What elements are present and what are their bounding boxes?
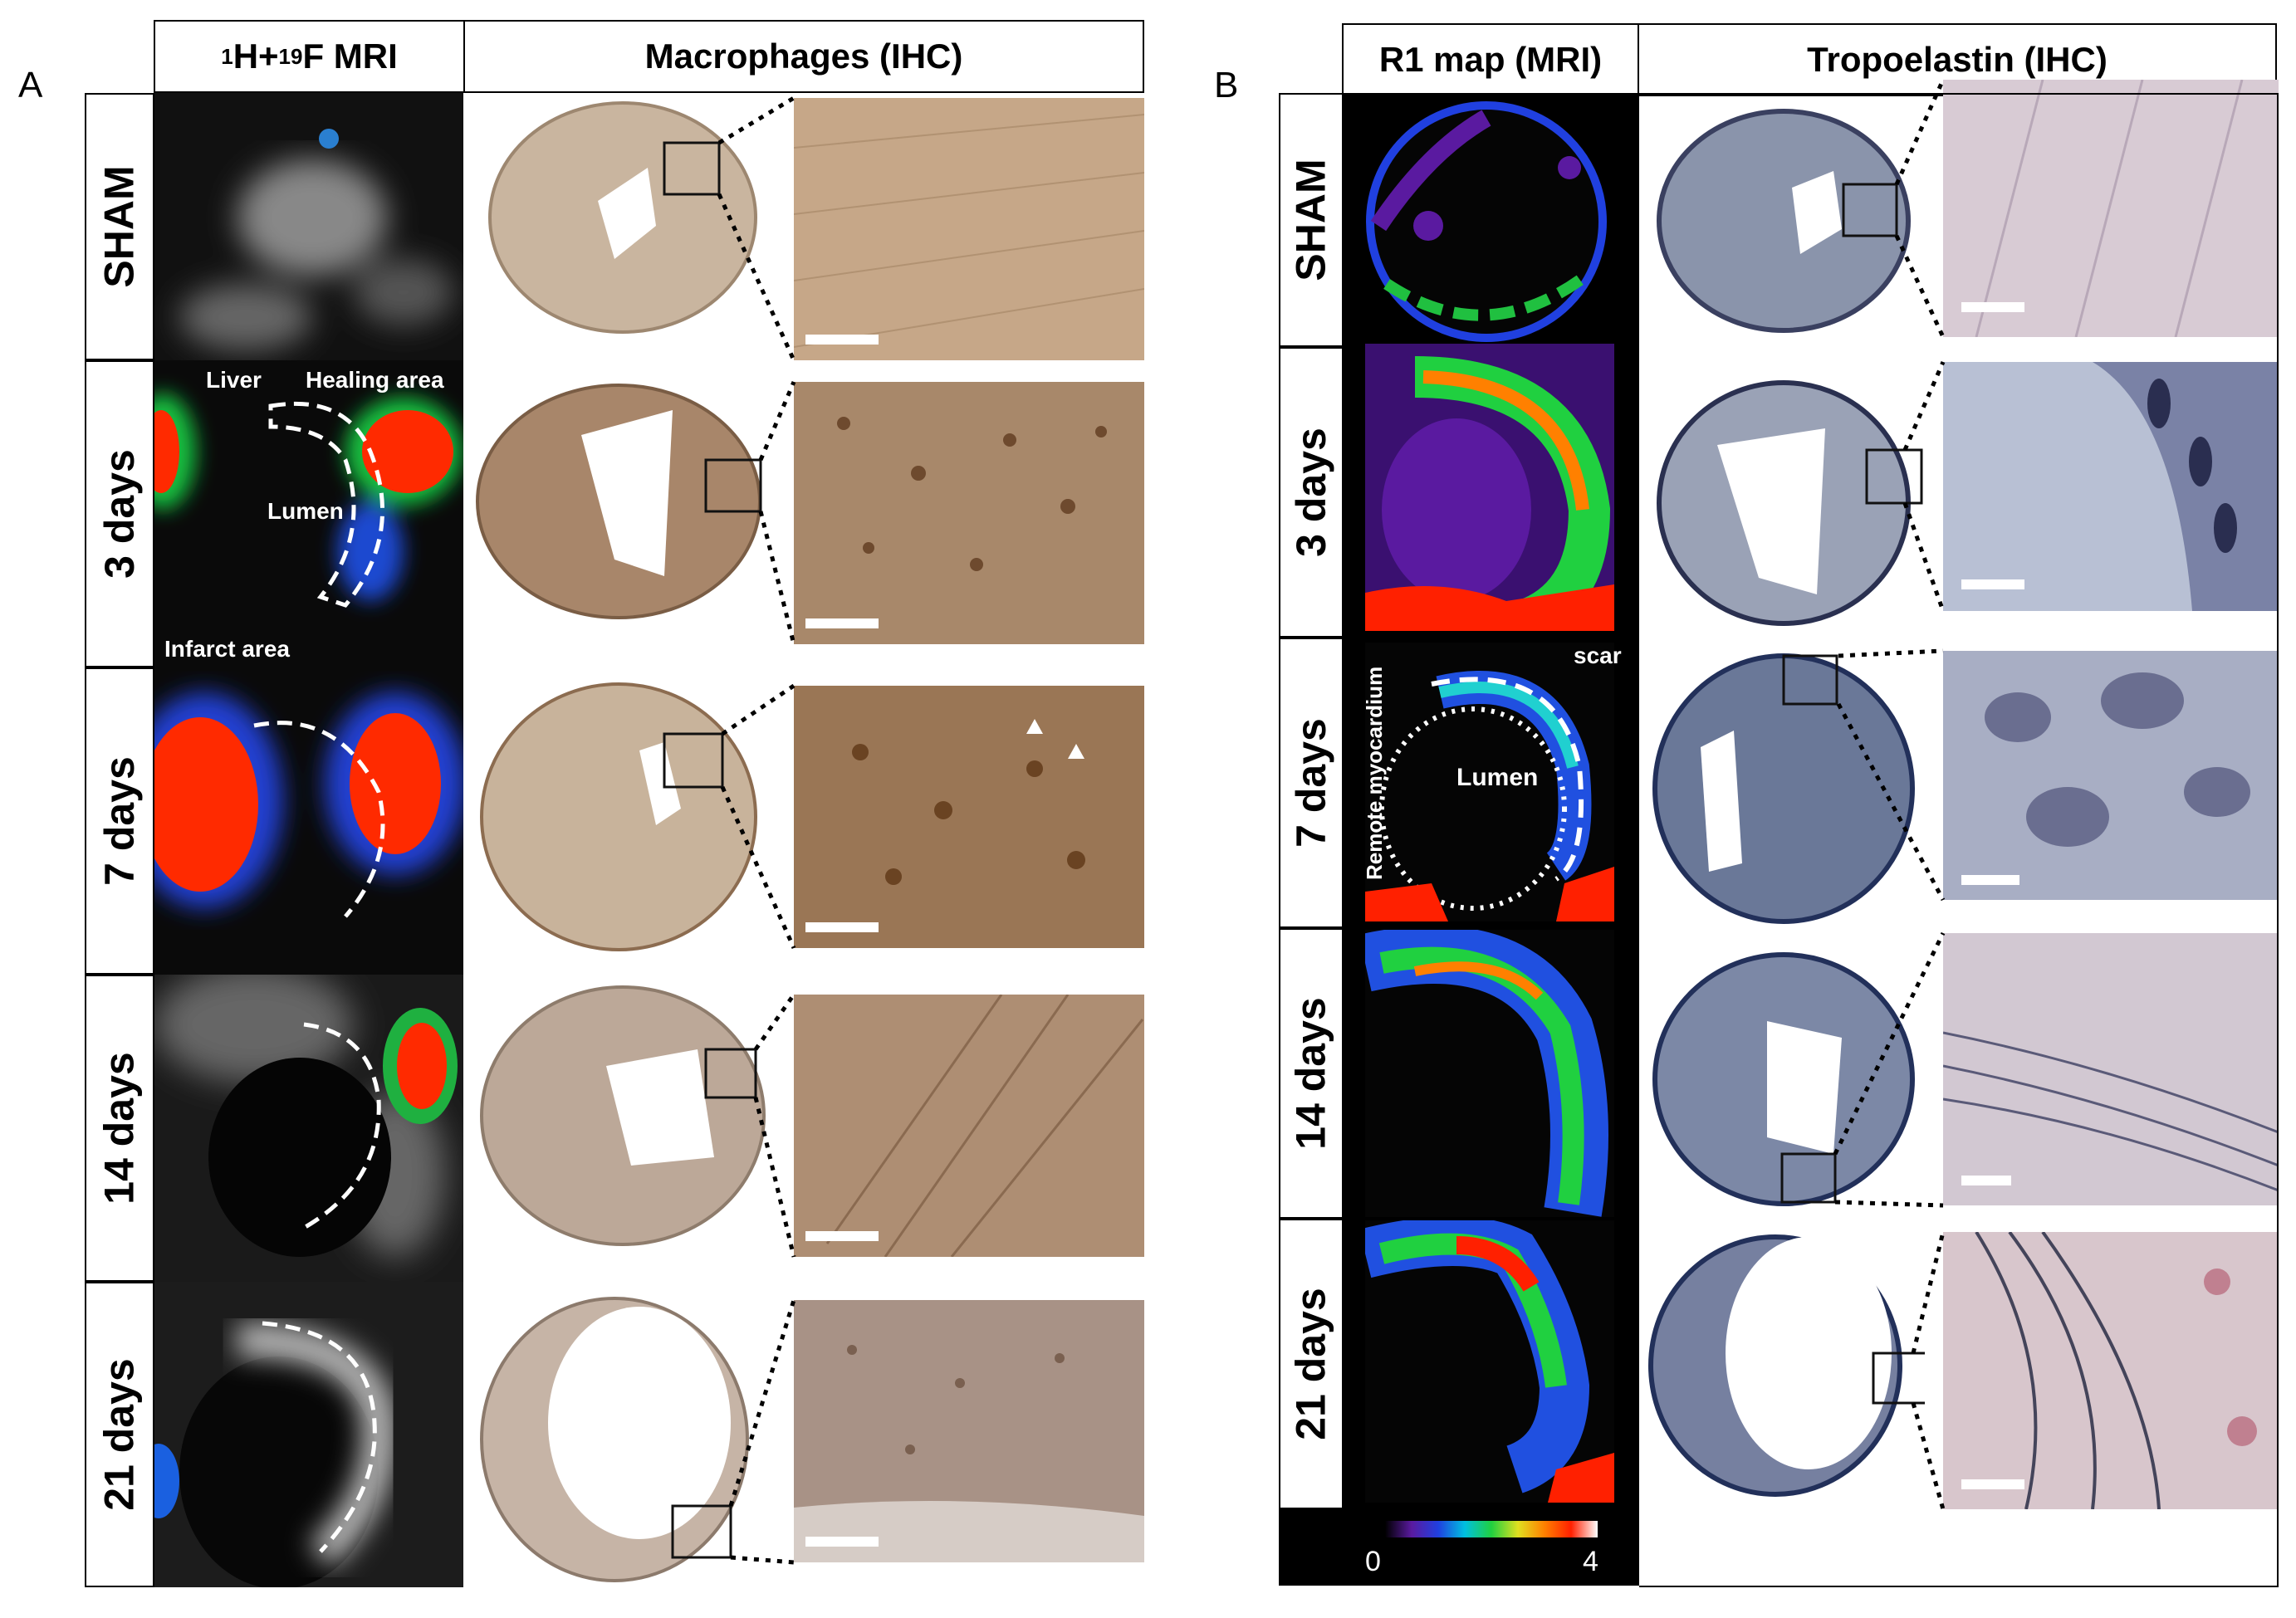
mri-image-21days <box>154 1282 463 1587</box>
ihc-overview-14days <box>465 975 781 1282</box>
colorbar-max-label: 4 <box>1583 1546 1598 1577</box>
r1-map-21days <box>1359 1216 1614 1503</box>
ihc-zoom-7days <box>794 686 1144 948</box>
r1-map-14days <box>1359 926 1614 1217</box>
r1-map-3days <box>1365 344 1614 637</box>
ihc-zoom-3days <box>794 382 1144 644</box>
annot-lumen-b: Lumen <box>1456 764 1539 791</box>
ihc-overview-sham <box>465 93 781 360</box>
annot-remote-myocardium: Remote myocardium <box>1362 666 1387 880</box>
scalebar <box>805 335 879 345</box>
mri-image-7days <box>154 667 463 975</box>
tropo-zoom-7days <box>1943 651 2279 900</box>
colorbar-min-label: 0 <box>1365 1546 1381 1577</box>
panel-a-letter: A <box>18 65 43 105</box>
tropo-overview-7days <box>1642 648 1925 930</box>
row-label-b-sham: SHAM <box>1279 93 1344 347</box>
mri-image-14days <box>154 975 463 1282</box>
tropo-overview-21days <box>1642 1229 1930 1503</box>
row-label-a-7days: 7 days <box>85 667 154 975</box>
tropo-overview-sham <box>1642 96 1925 350</box>
ihc-zoom-21days <box>794 1300 1144 1562</box>
row-label-b-3days: 3 days <box>1279 347 1344 638</box>
annot-liver: Liver <box>206 367 262 393</box>
panel-b-letter: B <box>1214 65 1239 105</box>
row-label-b-14days: 14 days <box>1279 928 1344 1219</box>
mri-image-sham <box>154 93 463 360</box>
ihc-zoom-14days <box>794 994 1144 1258</box>
col-header-macrophages: Macrophages (IHC) <box>463 20 1144 93</box>
tropo-zoom-3days <box>1943 362 2279 611</box>
mri-image-3days <box>154 360 463 667</box>
annot-healing-area: Healing area <box>306 367 444 393</box>
ihc-overview-21days <box>465 1282 781 1587</box>
scalebar <box>1961 579 2024 589</box>
row-label-b-7days: 7 days <box>1279 638 1344 928</box>
scalebar <box>805 922 879 932</box>
zoom-connectors-b <box>1833 78 1946 1510</box>
scalebar <box>1961 1176 2011 1185</box>
row-label-a-sham: SHAM <box>85 93 154 360</box>
scalebar <box>805 1231 879 1241</box>
row-label-a-3days: 3 days <box>85 360 154 667</box>
row-label-b-21days: 21 days <box>1279 1219 1344 1509</box>
scalebar <box>805 1537 879 1547</box>
r1-map-7days <box>1365 643 1614 921</box>
scalebar <box>1961 1479 2024 1489</box>
scalebar <box>805 618 879 628</box>
col-header-1h19f-mri: 1 H+ 19 F MRI <box>154 20 465 93</box>
annot-lumen-a: Lumen <box>267 498 344 524</box>
row-label-a-21days: 21 days <box>85 1282 154 1587</box>
scalebar <box>1961 302 2024 312</box>
ihc-overview-7days <box>465 667 781 975</box>
annot-scar: scar <box>1574 643 1622 668</box>
tropo-zoom-21days <box>1943 1230 2279 1510</box>
r1-colorbar <box>1385 1521 1598 1537</box>
zoom-connectors-a <box>717 95 796 1565</box>
row-label-a-14days: 14 days <box>85 975 154 1282</box>
tropo-overview-3days <box>1642 370 1925 644</box>
r1-map-sham <box>1362 101 1611 342</box>
ihc-zoom-sham <box>793 98 1145 360</box>
col-header-r1-map: R1 map (MRI) <box>1342 23 1639 96</box>
scalebar <box>1961 875 2019 885</box>
annot-infarct-area: Infarct area <box>164 636 290 662</box>
tropo-zoom-sham <box>1943 79 2279 338</box>
ihc-overview-3days <box>465 360 781 667</box>
tropo-overview-14days <box>1642 946 1925 1212</box>
tropo-zoom-14days <box>1942 933 2279 1205</box>
